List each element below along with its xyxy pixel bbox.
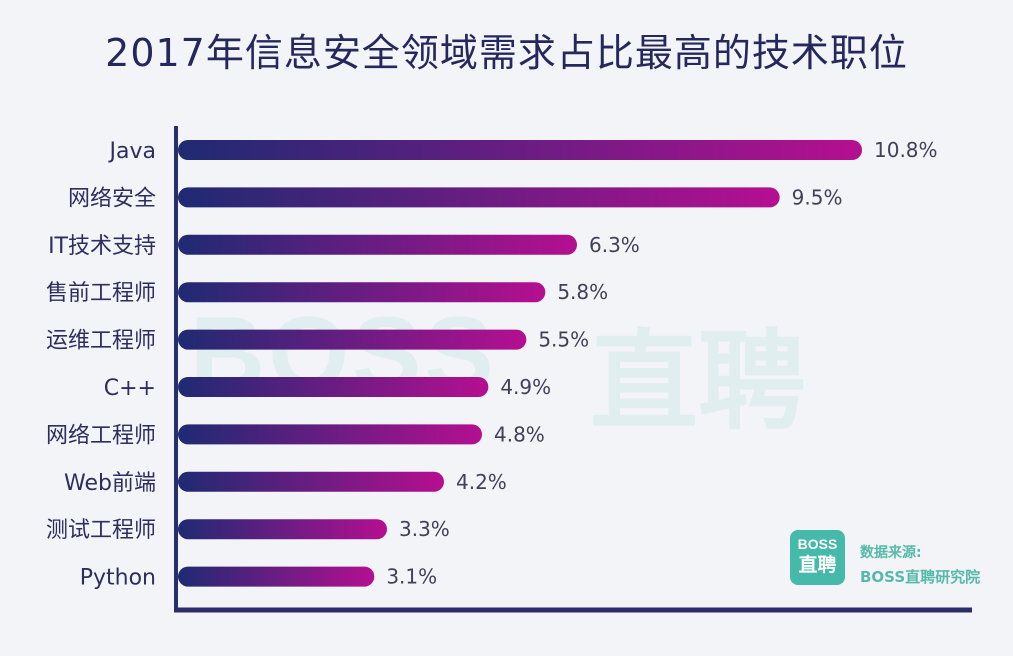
bar [178, 329, 527, 350]
bar-row: Web前端 4.2% [64, 470, 507, 496]
value-label: 4.8% [494, 422, 545, 446]
bar [178, 234, 577, 255]
bar-row: 网络安全 9.5% [68, 185, 842, 211]
boss-logo: BOSS 直聘 [790, 530, 845, 585]
category-label: 售前工程师 [46, 281, 156, 306]
category-label: C++ [104, 376, 156, 401]
bar [178, 282, 546, 303]
data-source: BOSS 直聘 数据来源: BOSS直聘研究院 [790, 530, 1012, 590]
value-label: 3.1% [386, 565, 437, 589]
chart-title: 2017年信息安全领域需求占比最高的技术职位 [105, 31, 908, 75]
bar [178, 140, 862, 160]
bar-row: C++ 4.9% [104, 375, 551, 401]
category-label: Python [80, 566, 156, 591]
category-label: Web前端 [64, 471, 156, 496]
value-label: 6.3% [589, 233, 640, 257]
category-label: 运维工程师 [46, 329, 156, 354]
source-label: 数据来源: [860, 545, 922, 561]
category-label: Java [108, 139, 156, 164]
bar [178, 187, 780, 208]
bar [178, 566, 375, 587]
bar-row: 测试工程师 3.3% [46, 517, 450, 543]
chart-rows: Java 10.8% 网络安全 9.5% IT技术支持 6.3% 售前工程师 5.8% 运维工程… [46, 138, 938, 591]
bar-row: 网络工程师 4.8% [46, 422, 545, 448]
category-label: 测试工程师 [46, 518, 156, 543]
value-label: 3.3% [399, 517, 450, 541]
logo-bottom-text: 直聘 [798, 555, 837, 576]
source-name: BOSS直聘研究院 [860, 568, 981, 586]
bar [178, 471, 444, 492]
bar-row: Java 10.8% [108, 138, 938, 164]
value-label: 10.8% [874, 138, 938, 162]
bar-row: 售前工程师 5.8% [46, 280, 608, 306]
value-label: 5.5% [538, 328, 589, 352]
bar-row: IT技术支持 6.3% [48, 233, 640, 259]
bar [178, 424, 482, 445]
value-label: 5.8% [557, 280, 608, 304]
value-label: 9.5% [792, 185, 843, 209]
bar [178, 519, 387, 540]
value-label: 4.9% [500, 375, 551, 399]
logo-top-text: BOSS [797, 536, 838, 552]
category-label: 网络工程师 [46, 423, 156, 448]
category-label: IT技术支持 [48, 234, 156, 259]
category-label: 网络安全 [68, 186, 156, 211]
bar [178, 377, 489, 397]
bar-row: 运维工程师 5.5% [46, 328, 589, 354]
value-label: 4.2% [456, 470, 507, 494]
bar-row: Python 3.1% [80, 565, 437, 591]
